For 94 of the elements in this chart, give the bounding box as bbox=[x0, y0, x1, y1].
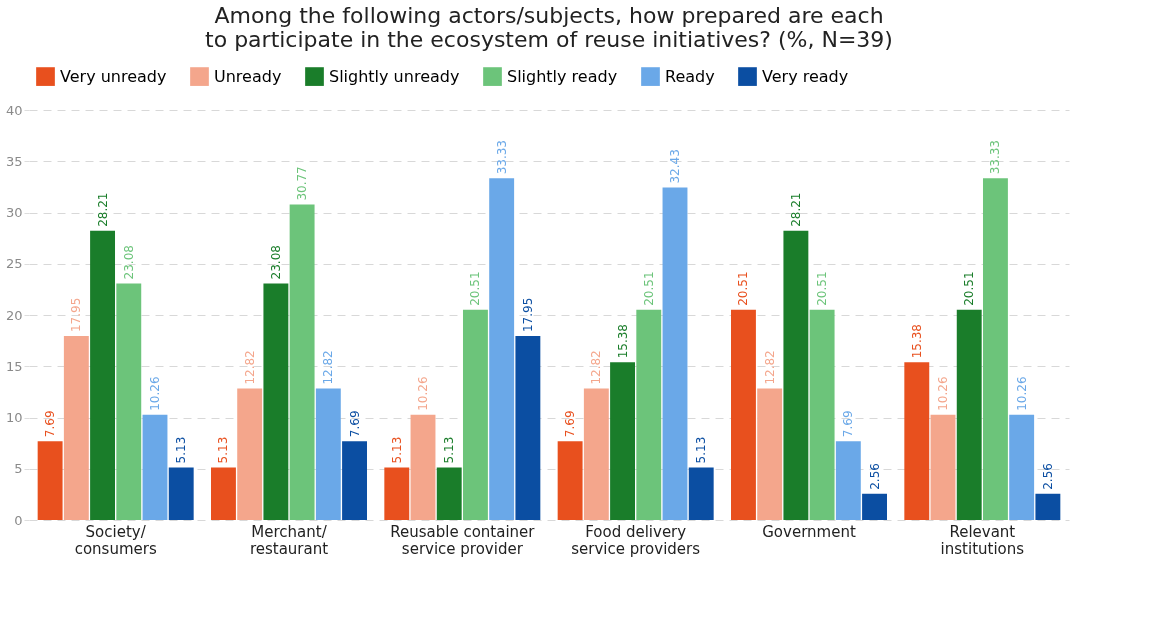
y-tick-label: 0 bbox=[14, 512, 23, 528]
data-label: 7.69 bbox=[347, 410, 362, 438]
x-tick-label: Government bbox=[762, 522, 856, 541]
data-label: 10.26 bbox=[147, 376, 162, 411]
bar bbox=[237, 388, 263, 520]
bar bbox=[862, 493, 887, 520]
data-label: 28.21 bbox=[788, 192, 803, 227]
legend-label: Very unready bbox=[60, 66, 167, 86]
data-label: 32.43 bbox=[667, 149, 682, 184]
legend-label: Slightly ready bbox=[507, 66, 618, 86]
data-label: 12.82 bbox=[762, 350, 777, 385]
data-label: 10.26 bbox=[416, 376, 431, 411]
data-label: 15.38 bbox=[909, 324, 924, 359]
data-label: 7.69 bbox=[43, 410, 58, 438]
chart-title: Among the following actors/subjects, how prepared are each to participate in the ecosystem of reuse initiatives? (%, N=39) bbox=[205, 3, 893, 52]
bar bbox=[982, 178, 1008, 520]
bar bbox=[90, 230, 116, 520]
y-tick-label: 15 bbox=[5, 358, 23, 374]
data-label: 20.51 bbox=[815, 271, 830, 306]
bar bbox=[904, 362, 930, 520]
data-label: 33.33 bbox=[988, 140, 1003, 175]
bar bbox=[168, 467, 194, 520]
y-tick-label: 30 bbox=[5, 205, 23, 220]
bar bbox=[662, 187, 688, 520]
bar bbox=[211, 467, 236, 520]
bar bbox=[809, 309, 835, 520]
bar bbox=[835, 441, 861, 520]
data-label: 33.33 bbox=[494, 140, 509, 175]
data-label: 7.69 bbox=[841, 410, 856, 438]
bar bbox=[263, 283, 289, 520]
bar bbox=[342, 441, 367, 520]
bar bbox=[757, 388, 783, 520]
data-label: 15.38 bbox=[615, 324, 630, 359]
bar bbox=[783, 230, 809, 520]
bar bbox=[436, 467, 462, 520]
data-label: 20.51 bbox=[962, 271, 977, 306]
bar bbox=[557, 441, 583, 520]
data-label: 28.21 bbox=[95, 192, 110, 227]
data-label: 2.56 bbox=[867, 463, 882, 490]
x-tick-label: Society/ consumers bbox=[74, 522, 157, 558]
bar bbox=[930, 414, 956, 520]
data-label: 17.95 bbox=[520, 297, 535, 333]
data-label: 20.51 bbox=[641, 271, 656, 306]
bar bbox=[410, 414, 436, 520]
bar bbox=[583, 388, 609, 520]
data-label: 20.51 bbox=[736, 271, 751, 306]
x-tick-label: Food delivery service providers bbox=[571, 522, 701, 558]
data-label: 23.08 bbox=[268, 245, 283, 280]
data-label: 5.13 bbox=[694, 436, 709, 464]
data-label: 2.56 bbox=[1040, 463, 1055, 490]
data-label: 12.82 bbox=[321, 350, 336, 385]
data-label: 17.95 bbox=[69, 297, 84, 333]
y-tick-label: 35 bbox=[5, 153, 23, 169]
data-label: 7.69 bbox=[563, 410, 578, 438]
data-label: 5.13 bbox=[442, 436, 457, 464]
data-label: 5.13 bbox=[389, 436, 404, 464]
data-label: 5.13 bbox=[174, 436, 189, 464]
bar bbox=[384, 467, 410, 520]
legend-label: Ready bbox=[665, 66, 715, 86]
legend-label: Unready bbox=[214, 66, 282, 86]
data-label: 30.77 bbox=[295, 166, 310, 201]
x-tick-label: Relevant institutions bbox=[940, 522, 1025, 558]
legend-label: Very ready bbox=[762, 66, 849, 86]
x-tick-label: Merchant/ restaurant bbox=[249, 522, 329, 558]
data-label: 20.51 bbox=[468, 271, 483, 306]
data-label: 5.13 bbox=[216, 436, 231, 464]
data-label: 12.82 bbox=[242, 350, 257, 385]
bar bbox=[289, 204, 315, 520]
y-tick-label: 40 bbox=[5, 102, 23, 118]
bar bbox=[315, 388, 341, 520]
bar bbox=[956, 309, 982, 520]
x-tick-label: Reusable container service provider bbox=[390, 522, 536, 558]
bar bbox=[489, 178, 515, 520]
y-tick-label: 5 bbox=[14, 461, 23, 477]
y-tick-label: 10 bbox=[5, 410, 23, 425]
legend-label: Slightly unready bbox=[329, 66, 460, 86]
bar bbox=[37, 441, 63, 520]
bar bbox=[515, 336, 541, 520]
bar bbox=[1009, 414, 1035, 520]
bar bbox=[610, 362, 636, 520]
bar bbox=[462, 309, 488, 520]
bar bbox=[688, 467, 714, 520]
data-label: 10.26 bbox=[1014, 376, 1029, 411]
bar bbox=[731, 309, 756, 520]
bar bbox=[636, 309, 662, 520]
data-label: 12.82 bbox=[589, 350, 604, 385]
bar bbox=[142, 414, 168, 520]
data-label: 10.26 bbox=[936, 376, 951, 411]
bar bbox=[116, 283, 142, 520]
y-tick-label: 25 bbox=[5, 256, 23, 272]
y-tick-label: 20 bbox=[5, 307, 23, 323]
bar bbox=[1035, 493, 1061, 520]
data-label: 23.08 bbox=[121, 245, 136, 280]
bar bbox=[63, 336, 89, 520]
